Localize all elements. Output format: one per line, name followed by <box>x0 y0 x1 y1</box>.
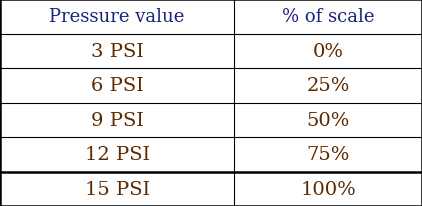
Text: 15 PSI: 15 PSI <box>84 180 150 198</box>
Text: 100%: 100% <box>300 180 356 198</box>
Text: 6 PSI: 6 PSI <box>91 77 143 95</box>
Text: 0%: 0% <box>313 43 344 60</box>
Text: 3 PSI: 3 PSI <box>91 43 143 60</box>
Text: 25%: 25% <box>306 77 350 95</box>
Text: 9 PSI: 9 PSI <box>91 111 143 129</box>
Text: Pressure value: Pressure value <box>49 8 185 26</box>
Text: 12 PSI: 12 PSI <box>84 146 150 163</box>
Text: 50%: 50% <box>306 111 350 129</box>
Text: % of scale: % of scale <box>282 8 374 26</box>
Text: 75%: 75% <box>306 146 350 163</box>
